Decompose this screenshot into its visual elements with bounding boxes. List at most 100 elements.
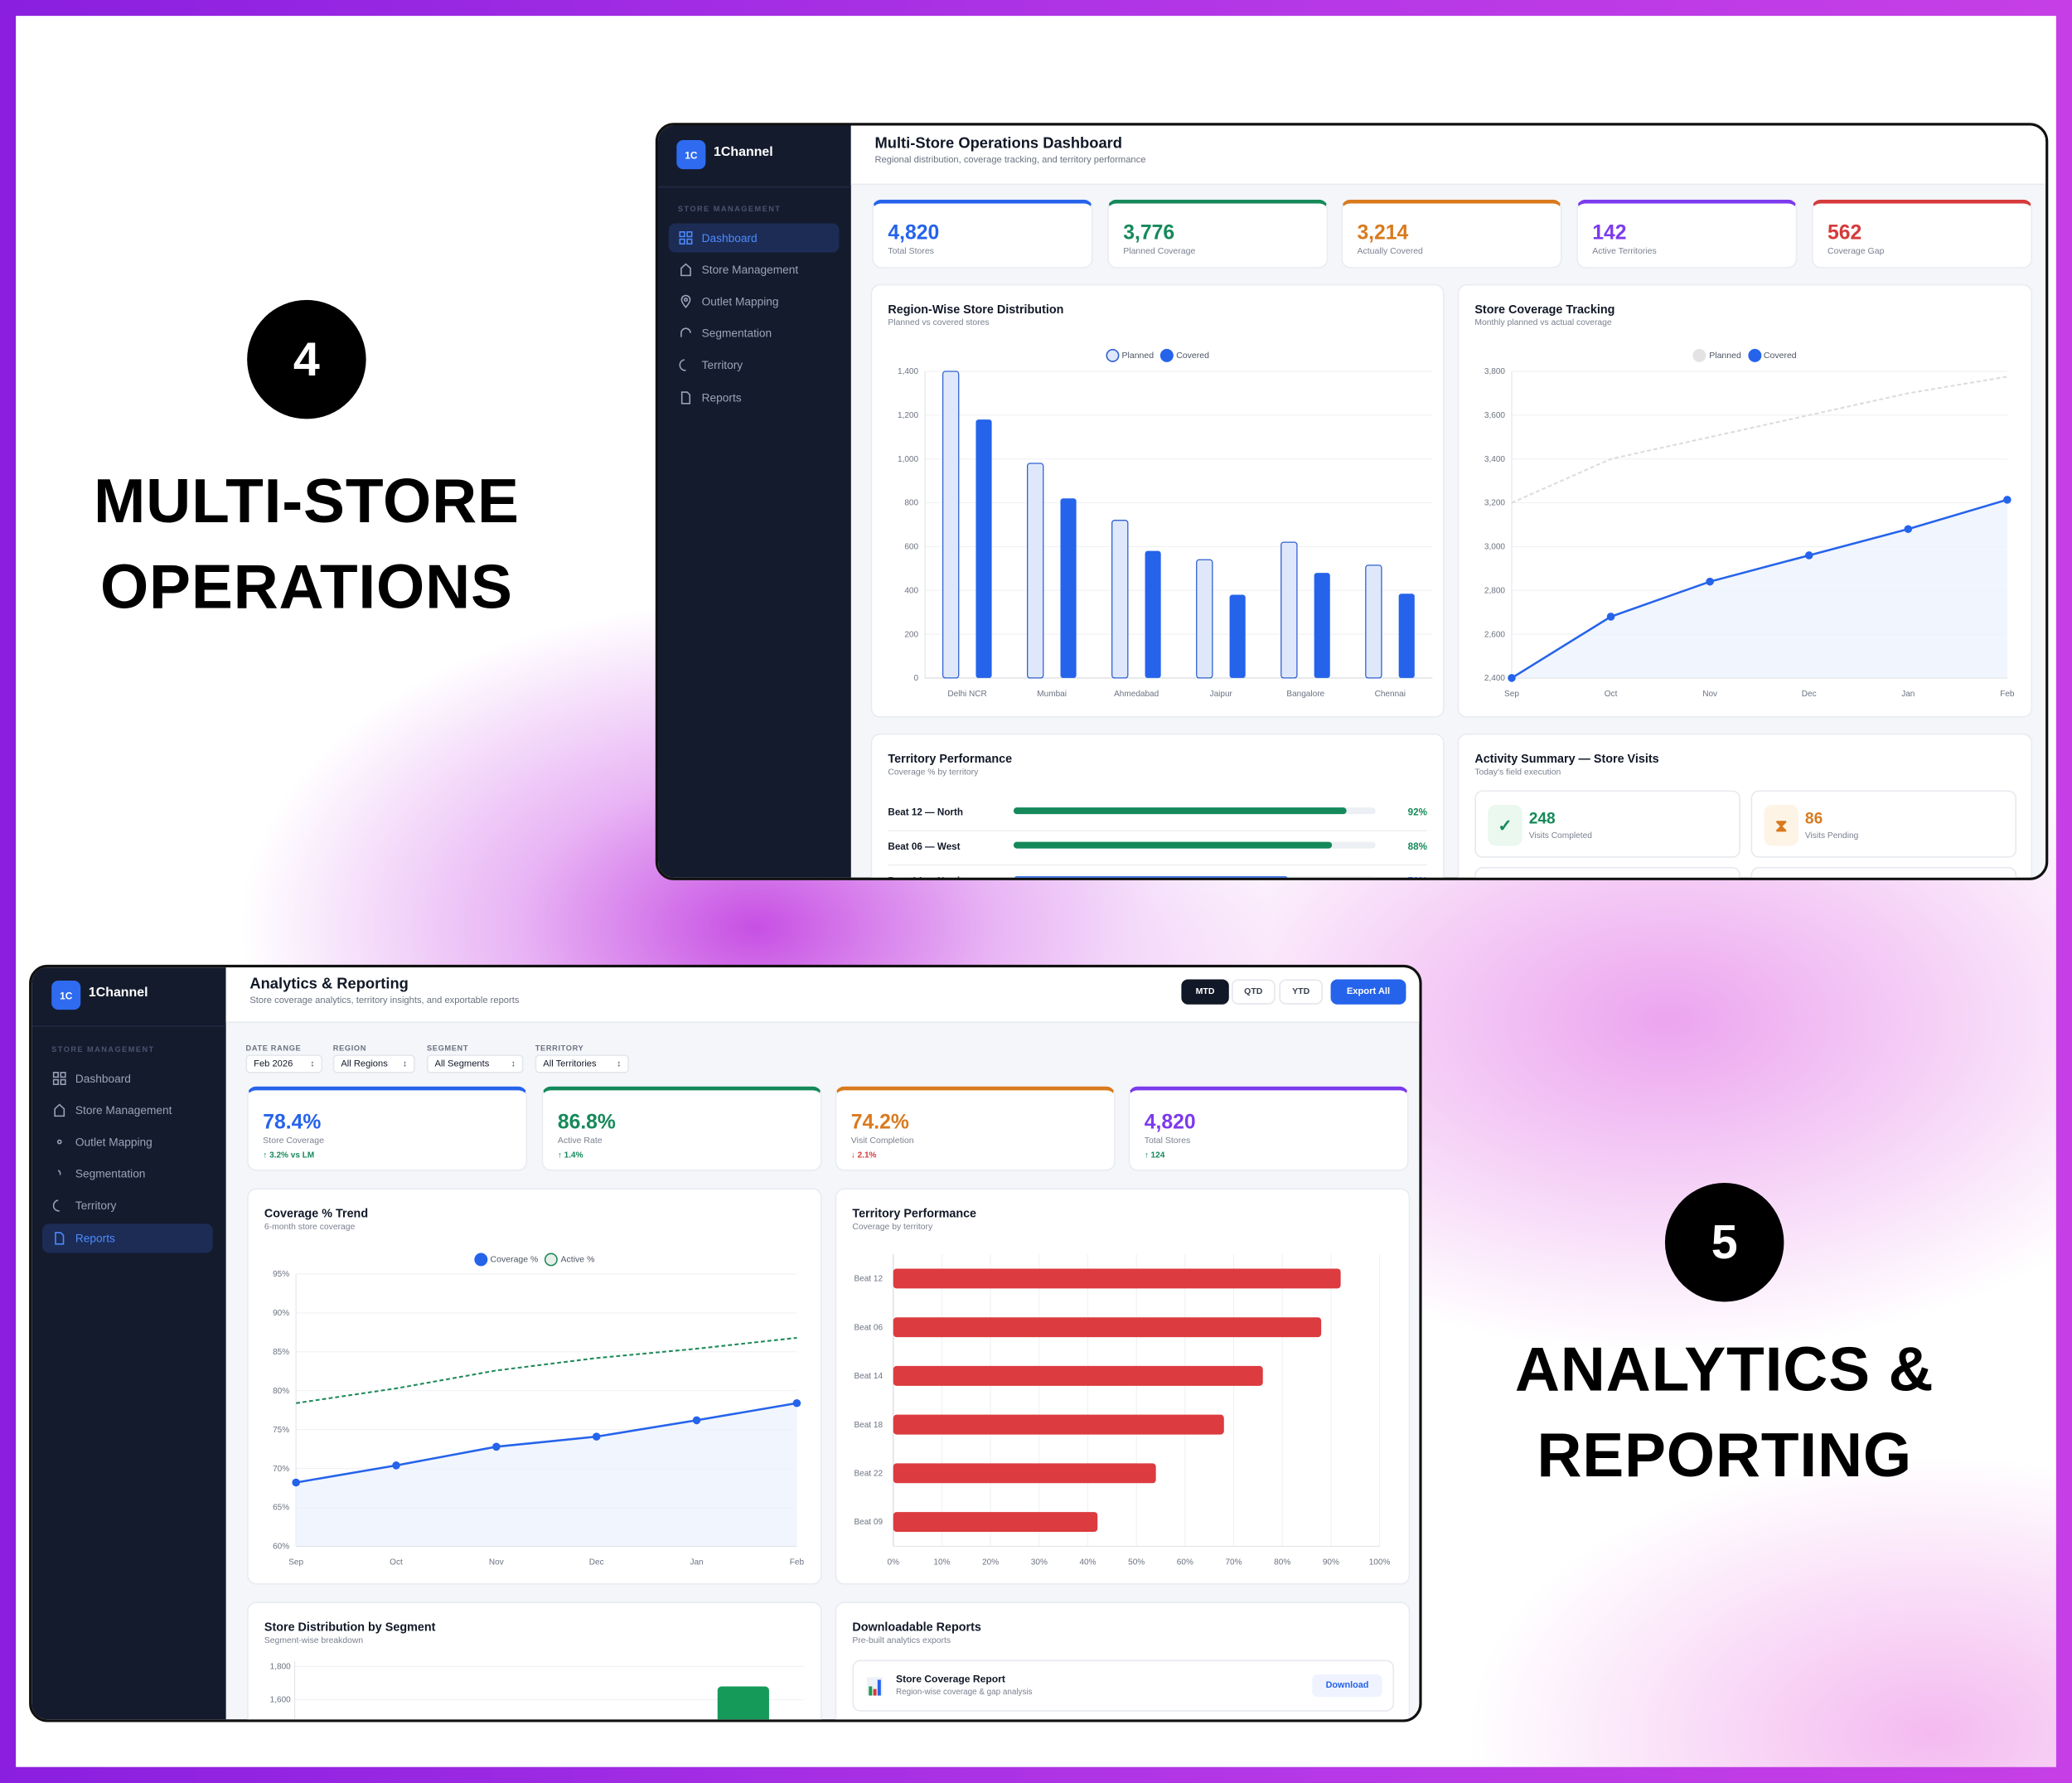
kpi-card: 78.4% Store Coverage ↑ 3.2% vs LM [247,1086,528,1171]
sidebar-item-segmentation[interactable]: Segmentation [669,318,840,347]
y-tick-label: Beat 22 [854,1470,883,1479]
select-value: All Territories [543,1059,597,1069]
sidebar-item-dashboard[interactable]: Dashboard [42,1064,213,1093]
report-title: Store Coverage Report [895,1673,1005,1685]
period-qtd-button[interactable]: QTD [1231,979,1276,1005]
kpi-delta: ↑ 1.4% [557,1151,583,1160]
card-subtitle: Segment-wise breakdown [264,1635,364,1646]
y-tick-label: Beat 14 [854,1372,883,1381]
x-tick-label: Jan [1901,690,1915,699]
territory-row: Beat 12 — North 92% [888,798,1427,831]
sidebar-item-reports[interactable]: Reports [42,1223,213,1253]
sidebar-item-label: Dashboard [701,231,758,245]
period-ytd-button[interactable]: YTD [1279,979,1323,1005]
card-subtitle: 6-month store coverage [264,1222,356,1232]
coverage-trend-chart: 60% 65% 70% 75% 80% 85% 90% 95% Sep Oct Nov Dec Jan F… [273,1270,804,1567]
sidebar-item-store-management[interactable]: Store Management [42,1096,213,1125]
sidebar-item-dashboard[interactable]: Dashboard [668,223,840,253]
sidebar-item-store-management[interactable]: Store Management [669,255,840,284]
bar-segment [717,1686,769,1720]
x-tick-label: Mumbai [1037,690,1067,699]
coverage-tracking-card: Store Coverage Tracking Monthly planned … [1457,283,2033,718]
kpi-value: 78.4% [263,1111,322,1134]
export-all-button[interactable]: Export All [1330,979,1406,1005]
kpi-card: 4,820 Total Stores [872,199,1093,269]
updown-chevron-icon: ↕ [511,1059,516,1069]
bar-covered [1398,594,1415,678]
y-tick-label: 80% [273,1387,289,1396]
data-point [392,1461,400,1470]
bar-chart-icon [866,1677,884,1696]
updown-chevron-icon: ↕ [617,1059,622,1069]
bar-planned [1196,559,1213,679]
x-tick-label: Sep [288,1558,303,1567]
y-tick-label: 3,200 [1484,499,1506,508]
sidebar-item-outlet-mapping[interactable]: Outlet Mapping [669,287,840,316]
segment-select[interactable]: All Segments ↕ [426,1054,524,1073]
download-button[interactable]: Download [1312,1674,1382,1698]
territory-percent: 92% [1407,806,1427,818]
sidebar-item-label: Reports [701,390,742,405]
territory-select[interactable]: All Territories ↕ [535,1054,629,1073]
x-tick-label: Bangalore [1286,690,1324,699]
legend-item-covered[interactable]: Covered [1160,348,1209,362]
section-title-line: OPERATIONS [99,550,513,622]
legend-item-active[interactable]: Active % [545,1252,595,1267]
legend-item-coverage[interactable]: Coverage % [474,1252,538,1267]
y-tick-label: 3,600 [1484,411,1506,420]
period-mtd-button[interactable]: MTD [1181,979,1229,1005]
kpi-value: 74.2% [850,1111,909,1134]
page-title: Multi-Store Operations Dashboard [874,136,1122,153]
sidebar-item-segmentation[interactable]: Segmentation [42,1159,213,1188]
sidebar-item-reports[interactable]: Reports [669,383,840,412]
y-tick-label: 3,400 [1484,455,1506,464]
coverage-line-chart: 2,400 2,600 2,800 3,000 3,200 3,400 3,600 3,800… [1484,367,2015,699]
sidebar-item-territory[interactable]: Territory [42,1191,213,1220]
activity-summary-card: Activity Summary — Store Visits Today's … [1457,733,2033,878]
y-tick-label: 65% [273,1504,289,1513]
x-tick-label: Jaipur [1210,690,1233,699]
dot-icon [56,1139,62,1145]
legend-item-planned[interactable]: Planned [1106,348,1154,362]
y-tick-label: 75% [273,1426,289,1435]
sidebar-item-territory[interactable]: Territory [669,351,840,380]
region-select[interactable]: All Regions ↕ [332,1054,415,1073]
legend-item-covered[interactable]: Covered [1747,348,1797,362]
progress-track [1013,841,1376,849]
sidebar-divider [658,186,851,188]
line-covered [1511,498,2008,680]
y-tick-label: 2,600 [1484,630,1506,639]
brand-logo: 1C [676,140,706,170]
segment-distribution-card: Store Distribution by Segment Segment-wi… [247,1601,822,1720]
brand-logo: 1C [51,981,81,1010]
y-tick-label: 400 [904,586,918,595]
kpi-label: Planned Coverage [1123,247,1196,257]
bar-territory [893,1463,1156,1484]
partial-circle-icon [52,1199,60,1212]
chart-legend: Planned Covered [1459,348,2031,362]
activity-value: 248 [1528,808,1556,828]
legend-item-planned[interactable]: Planned [1693,348,1741,362]
x-tick-label: Feb [2000,690,2015,699]
area-covered [1511,499,2007,678]
sidebar-item-label: Reports [75,1231,115,1245]
bar-covered [1060,498,1077,678]
date-range-select[interactable]: Feb 2026 ↕ [245,1054,323,1073]
x-tick-label: 100% [1369,1558,1391,1567]
card-title: Store Coverage Tracking [1474,303,1615,317]
x-tick-label: Oct [390,1558,403,1567]
sidebar-item-outlet-mapping[interactable]: Outlet Mapping [42,1127,213,1156]
page-title: Analytics & Reporting [249,976,409,993]
x-tick-label: Ahmedabad [1114,690,1159,699]
bar-covered [1145,550,1161,678]
legend-label: Active % [560,1254,595,1265]
x-tick-label: Oct [1605,690,1618,699]
brand-name: 1Channel [88,986,148,1001]
bar-territory [893,1414,1224,1435]
bar-planned [1280,541,1298,679]
document-icon [680,391,691,405]
x-tick-label: 80% [1274,1558,1290,1567]
kpi-delta: ↓ 2.1% [850,1151,877,1160]
bar-covered [1314,573,1330,678]
y-tick-label: 1,800 [270,1663,292,1672]
